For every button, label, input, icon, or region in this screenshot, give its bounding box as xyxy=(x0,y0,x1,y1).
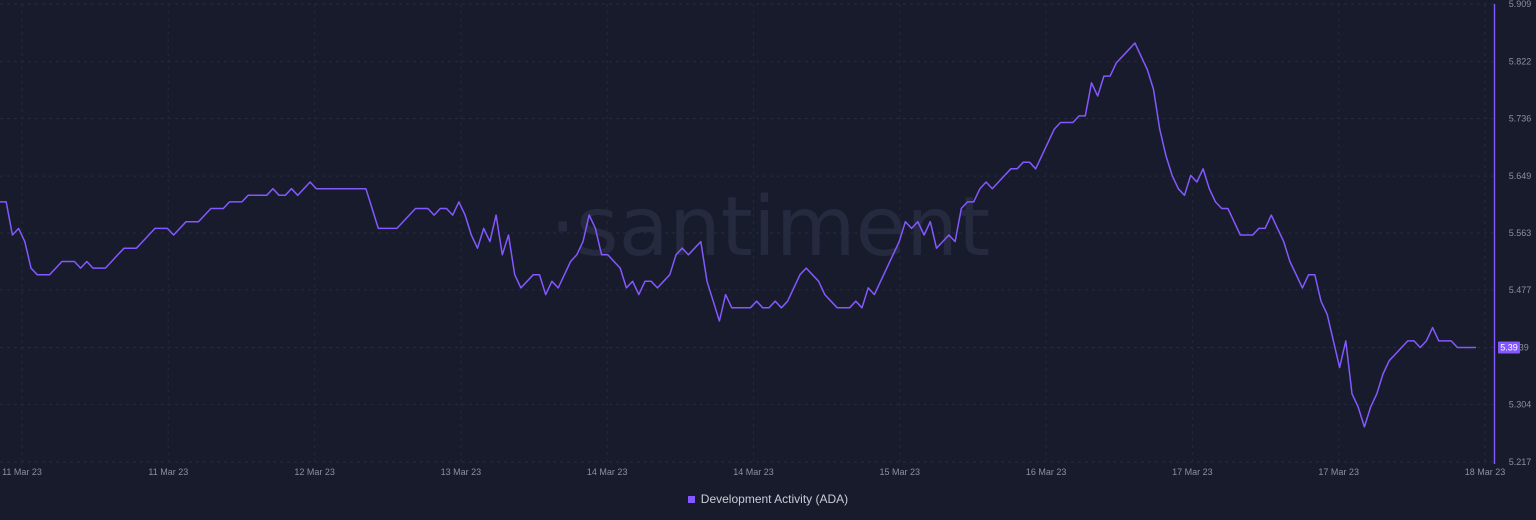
x-tick-label: 14 Mar 23 xyxy=(733,467,774,477)
y-tick-label: 5.477 xyxy=(1509,285,1532,295)
x-tick-label: 18 Mar 23 xyxy=(1465,467,1506,477)
x-tick-label: 13 Mar 23 xyxy=(441,467,482,477)
y-tick-label: 5.822 xyxy=(1509,57,1532,67)
series-line xyxy=(0,42,1476,428)
legend-label: Development Activity (ADA) xyxy=(700,492,849,506)
last-value-label: 5.39 xyxy=(1500,343,1518,353)
x-tick-label: 14 Mar 23 xyxy=(587,467,628,477)
x-tick-label: 17 Mar 23 xyxy=(1318,467,1359,477)
watermark: ·santiment xyxy=(550,180,990,275)
legend[interactable]: Development Activity (ADA) xyxy=(0,492,1536,506)
x-tick-label: 16 Mar 23 xyxy=(1026,467,1067,477)
x-tick-label: 11 Mar 23 xyxy=(148,467,188,477)
line-chart: ·santiment 5.909 5.822 5.736 5.649 5.563 5.47… xyxy=(0,0,1532,477)
x-tick-label: 17 Mar 23 xyxy=(1172,467,1213,477)
y-tick-label: 5.217 xyxy=(1509,457,1532,467)
x-axis: 11 Mar 23 11 Mar 23 12 Mar 23 13 Mar 23 14 M… xyxy=(2,467,1505,477)
y-tick-label: 5.304 xyxy=(1509,399,1532,409)
x-tick-label: 15 Mar 23 xyxy=(880,467,921,477)
x-tick-label: 11 Mar 23 xyxy=(2,467,42,477)
y-tick-label: 5.563 xyxy=(1509,228,1532,238)
y-tick-label: 5.649 xyxy=(1509,171,1532,181)
y-tick-label: 5.909 xyxy=(1509,0,1532,9)
y-axis: 5.9095.8225.7365.6495.5635.4775.395.3045… xyxy=(1509,0,1532,467)
y-tick-label: 5.736 xyxy=(1509,114,1532,124)
legend-swatch xyxy=(687,495,695,503)
x-tick-label: 12 Mar 23 xyxy=(294,467,335,477)
last-value-badge: 5.39 xyxy=(1498,341,1520,354)
